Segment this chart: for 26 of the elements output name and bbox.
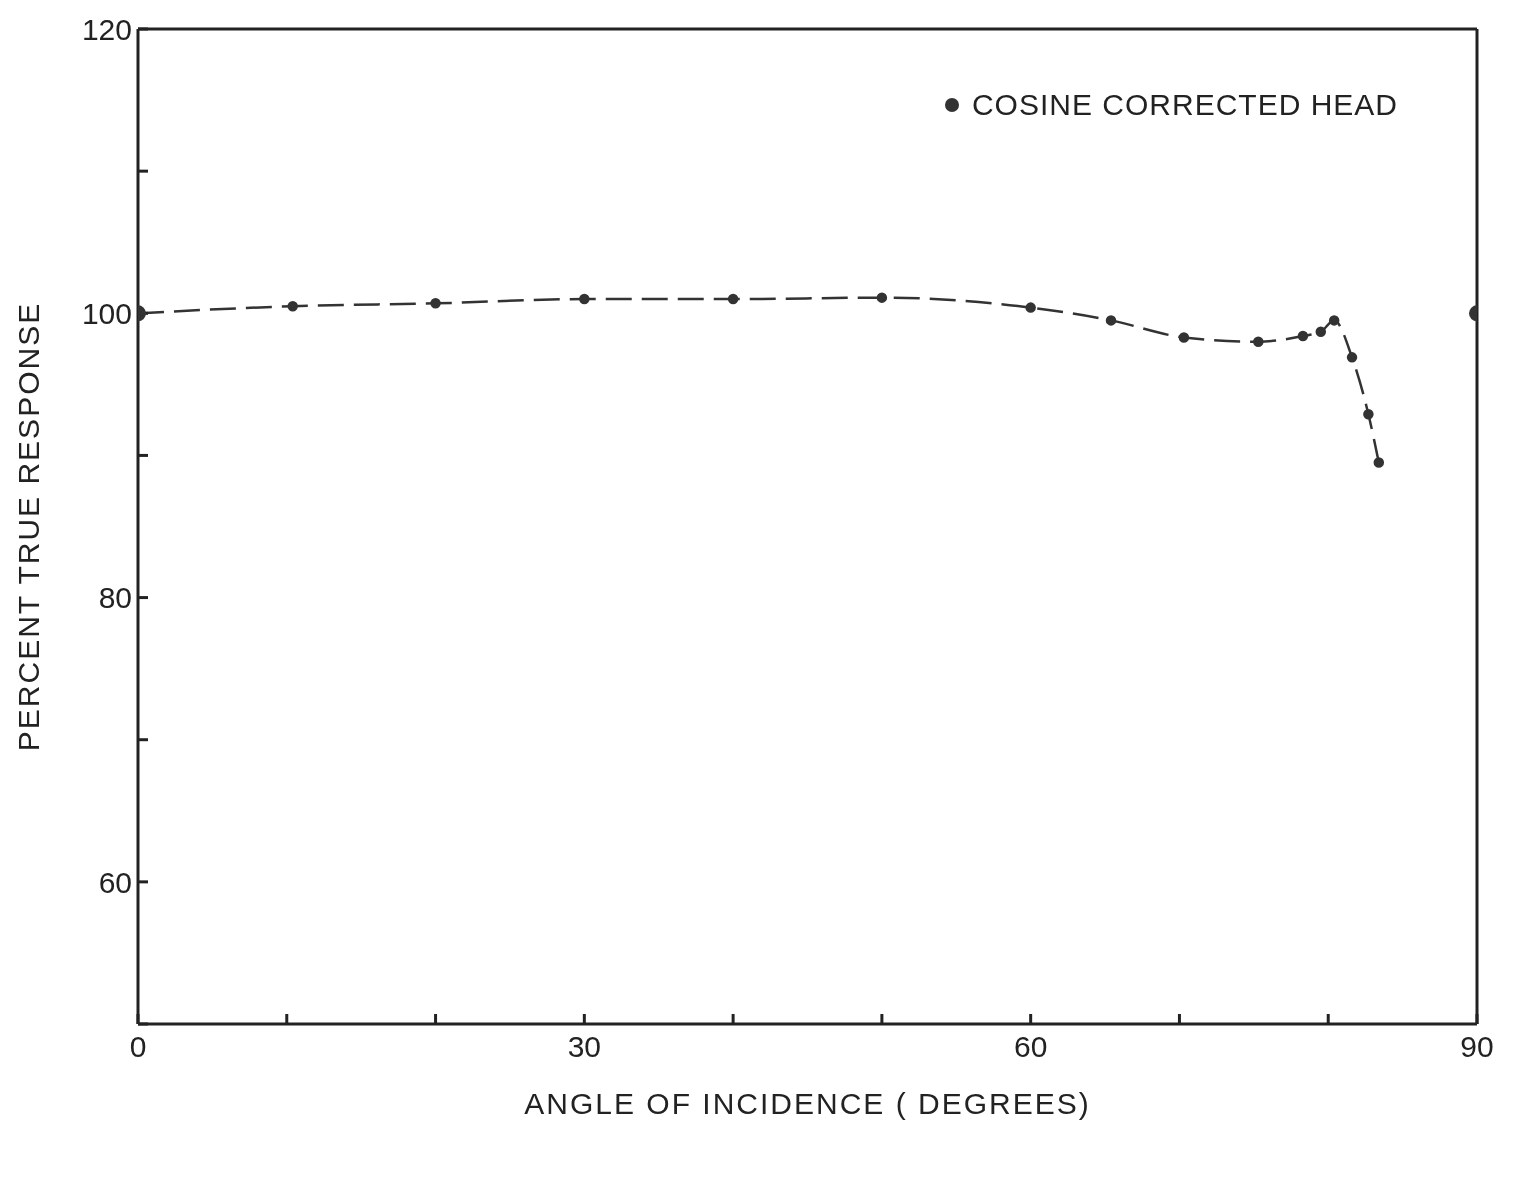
y-tick-label: 100 — [81, 296, 132, 330]
point — [579, 293, 590, 305]
y-tick-label: 60 — [98, 865, 132, 899]
x-axis-title: ANGLE OF INCIDENCE ( DEGREES) — [524, 1087, 1091, 1120]
point — [876, 292, 888, 303]
x-tick-label: 30 — [567, 1030, 602, 1064]
point — [1025, 302, 1036, 313]
point — [727, 293, 739, 305]
point — [1297, 330, 1309, 342]
point — [1328, 315, 1340, 326]
point — [1253, 336, 1264, 347]
y-tick-label: 80 — [98, 581, 132, 615]
point — [430, 298, 441, 309]
point — [1178, 332, 1190, 343]
point — [1346, 352, 1358, 363]
point — [1373, 457, 1385, 468]
x-tick-label: 0 — [129, 1030, 147, 1064]
legend-label: COSINE CORRECTED HEAD — [971, 88, 1398, 122]
point — [1315, 326, 1327, 338]
y-axis-title: PERCENT TRUE RESPONSE — [11, 301, 45, 752]
x-tick-label: 90 — [1460, 1030, 1494, 1064]
point — [1363, 408, 1374, 420]
point — [287, 300, 298, 312]
point — [1105, 315, 1117, 326]
x-tick-label: 60 — [1013, 1030, 1048, 1064]
y-tick-label: 120 — [81, 12, 132, 46]
